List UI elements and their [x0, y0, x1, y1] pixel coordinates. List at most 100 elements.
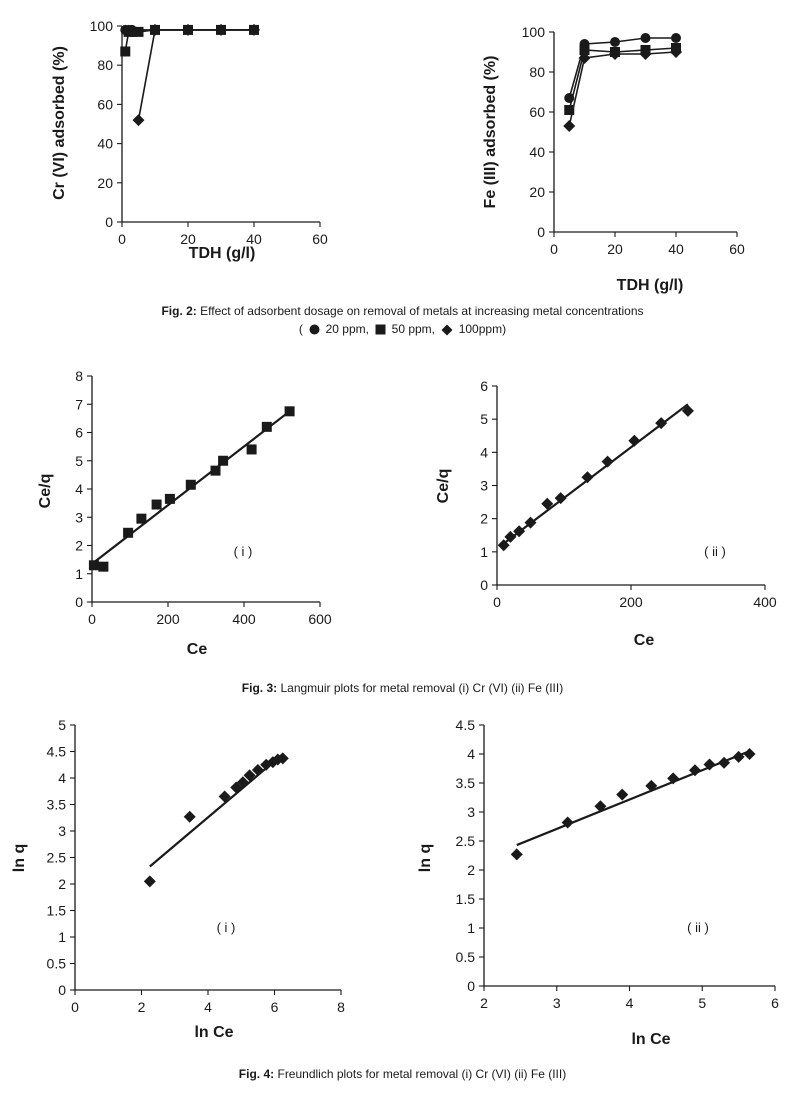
fig3b-x-tick-label: 400 [753, 594, 777, 610]
fig4b-x-tick-label: 5 [698, 995, 706, 1011]
fig4b-x-tick-label: 3 [553, 995, 561, 1011]
fig4b-y-tick-label: 2.5 [456, 833, 476, 849]
fig3a-chart: 0 1 2 3 4 5 6 7 8 0 200 400 600 Ce Ce/q ( i ) [37, 368, 332, 658]
fig3a-y-tick-label: 4 [75, 481, 83, 497]
fig3b-fit-line [503, 403, 689, 545]
fig3a-data-point [210, 465, 221, 476]
fig2a-chart: 0 20 40 60 80 100 0 20 40 60 TDH (g/l) Cr (VI) adso… [51, 18, 328, 262]
fig2b-point-circle [610, 37, 620, 47]
fig2a-point-diamond [248, 23, 260, 36]
fig3b-y-tick-label: 1 [480, 544, 488, 560]
fig2b-chart: 0 20 40 60 80 100 0 20 40 60 TDH (g/l) Fe (III) ads… [482, 24, 745, 294]
fig3a-y-tick-label: 1 [75, 566, 83, 582]
fig3a-y-tick-label: 5 [75, 453, 83, 469]
fig2a-x-tick-label: 40 [246, 231, 262, 247]
fig3b-y-tick-label: 4 [480, 444, 488, 460]
fig3-caption: Fig. 3: Langmuir plots for metal removal… [0, 681, 805, 695]
square-marker-icon [375, 324, 386, 335]
fig2a-x-axis-label: TDH (g/l) [189, 245, 256, 262]
fig2b-point-circle [671, 33, 681, 43]
fig3a-data-point [164, 493, 175, 504]
fig4a-y-tick-label: 4.5 [47, 744, 67, 760]
fig4a-y-tick-label: 2.5 [47, 850, 67, 866]
fig3a-x-tick-label: 600 [308, 611, 332, 627]
fig4a-x-tick-label: 4 [204, 999, 212, 1015]
fig3b-data-point [497, 539, 510, 552]
fig2b-point-diamond [639, 48, 652, 60]
fig3a-y-axis-label: Ce/q [37, 474, 54, 509]
fig3b-x-tick-label: 200 [619, 594, 643, 610]
fig4a-y-tick-label: 4 [58, 770, 66, 786]
fig3b-y-tick-label: 5 [480, 411, 488, 427]
fig4b-data-point [667, 772, 680, 785]
fig4a-data-point [183, 810, 196, 823]
fig3b-x-tick-label: 0 [493, 594, 501, 610]
fig2-number: Fig. 2: [161, 304, 197, 318]
fig4b-y-tick-label: 1 [467, 920, 475, 936]
fig3a-data-point [136, 513, 147, 524]
fig4a-data-point [243, 769, 256, 782]
fig3b-data-point [504, 530, 517, 543]
fig3b-y-axis-label: Ce/q [435, 469, 452, 504]
fig4b-data-point [703, 758, 716, 771]
fig4b-y-tick-label: 4 [467, 746, 475, 762]
fig2b-point-square [564, 105, 575, 115]
fig4a-x-tick-label: 8 [337, 999, 345, 1015]
fig3a-y-tick-label: 8 [75, 368, 83, 384]
fig2-caption-text: Effect of adsorbent dosage on removal of… [200, 304, 644, 318]
fig4b-y-tick-label: 1.5 [456, 891, 476, 907]
fig3b-data-point [601, 455, 614, 468]
fig4b-x-tick-label: 4 [626, 995, 634, 1011]
fig3b-data-point [541, 497, 554, 510]
fig2a-point-diamond [132, 114, 145, 127]
fig3a-data-point [98, 561, 109, 572]
fig4b-data-point [688, 764, 701, 777]
fig4a-data-point [236, 776, 249, 789]
legend-item-20ppm: 20 ppm, [325, 322, 369, 336]
fig3a-data-point [284, 406, 295, 417]
circle-marker-icon [309, 324, 320, 335]
fig4a-x-tick-label: 2 [138, 999, 146, 1015]
fig2a-y-tick-label: 100 [90, 18, 114, 34]
fig4a-y-tick-label: 1 [58, 929, 66, 945]
fig4-caption-text: Freundlich plots for metal removal (i) C… [277, 1067, 567, 1081]
fig2a-y-tick-label: 0 [105, 214, 113, 230]
fig4b-y-tick-label: 3.5 [456, 775, 476, 791]
fig4b-data-point [718, 756, 731, 769]
fig4a-y-tick-label: 3.5 [47, 797, 67, 813]
fig4a-data-point [218, 790, 231, 803]
fig3a-data-point [246, 444, 257, 455]
fig4b-y-tick-label: 0.5 [456, 949, 476, 965]
fig3b-panel-annotation: ( ii ) [704, 544, 726, 559]
fig4a-data-point [251, 764, 264, 777]
fig4b-x-axis-label: ln Ce [631, 1031, 670, 1048]
fig3a-y-tick-label: 7 [75, 396, 83, 412]
fig2b-y-axis-label: Fe (III) adsorbed (%) [482, 56, 499, 209]
fig4a-data-point [276, 752, 289, 765]
fig2b-y-tick-label: 60 [529, 104, 545, 120]
fig4b-y-tick-label: 0 [467, 978, 475, 994]
fig4b-y-tick-label: 3 [467, 804, 475, 820]
fig3b-data-point [554, 492, 567, 505]
fig4-number: Fig. 4: [238, 1067, 275, 1081]
fig3a-data-point [151, 499, 162, 510]
fig2b-y-tick-label: 80 [529, 64, 545, 80]
fig2b-point-diamond [609, 48, 621, 60]
fig4a-x-axis-label: ln Ce [194, 1024, 233, 1041]
fig4b-y-tick-label: 4.5 [456, 717, 476, 733]
fig2a-y-axis-label: Cr (VI) adsorbed (%) [51, 46, 68, 200]
fig3-number: Fig. 3: [241, 681, 278, 695]
fig2a-point-diamond [215, 23, 227, 36]
fig4b-x-tick-label: 6 [771, 995, 779, 1011]
fig2a-point-diamond [149, 23, 161, 36]
fig4a-y-tick-label: 1.5 [47, 903, 67, 919]
fig4b-data-point [743, 748, 756, 760]
fig2a-x-tick-label: 20 [180, 231, 196, 247]
fig4a-x-tick-label: 6 [271, 999, 279, 1015]
fig3a-data-point [123, 527, 134, 538]
fig2b-x-tick-label: 60 [729, 241, 745, 257]
fig4b-y-axis-label: ln q [417, 844, 434, 872]
fig4a-y-tick-label: 0.5 [47, 956, 67, 972]
fig3a-y-tick-label: 3 [75, 509, 83, 525]
